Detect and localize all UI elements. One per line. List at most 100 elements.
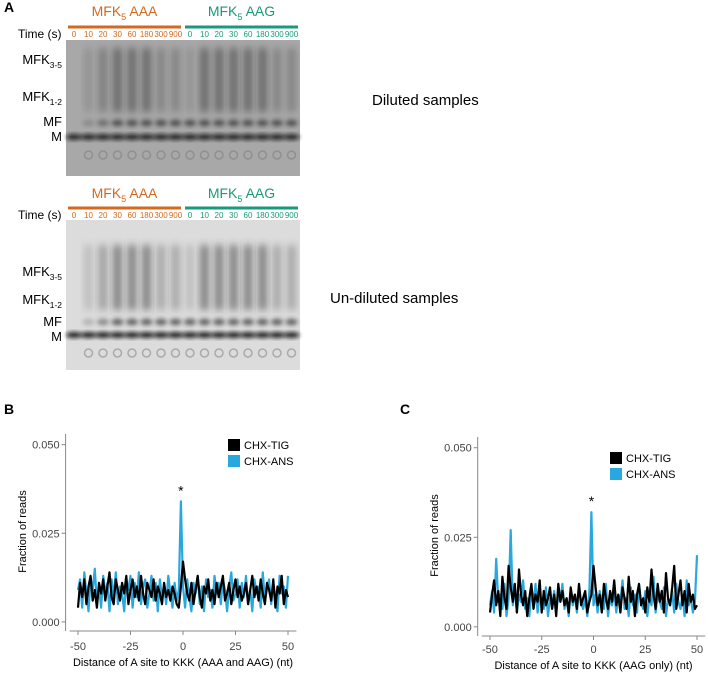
lane-label: 10 (200, 30, 209, 39)
x-tick-label: -25 (534, 644, 550, 656)
gel-band (283, 134, 300, 140)
lane-label: 30 (229, 30, 238, 39)
gel-smear (200, 245, 209, 310)
gel-band (109, 332, 126, 338)
gel-well (272, 348, 282, 358)
gel-well (228, 150, 239, 160)
gel-smear (273, 48, 281, 112)
gel-well (170, 348, 181, 358)
gel-well (156, 348, 166, 358)
gel-band (138, 134, 155, 140)
gel-band (80, 332, 97, 338)
gel-well (214, 348, 224, 358)
lane-label: 0 (188, 211, 193, 220)
legend-label: CHX-TIG (244, 440, 289, 452)
lane-label: 20 (215, 30, 224, 39)
y-tick-label: 0.000 (444, 622, 472, 634)
lane-label: 300 (270, 211, 284, 220)
gel-band (80, 134, 97, 140)
panel-label: B (4, 401, 14, 417)
gel-band (211, 332, 227, 338)
gel-well (112, 150, 123, 160)
gel-band (198, 119, 211, 127)
gel-smear (157, 48, 165, 112)
group-label-part: MFK (92, 185, 122, 201)
gel-band (269, 332, 285, 338)
gel-band (111, 119, 124, 127)
gel-band (211, 134, 227, 140)
group-label-part: 5 (121, 194, 126, 204)
gel-band (124, 134, 140, 140)
gel-well (127, 150, 137, 160)
gel-smear (244, 245, 252, 310)
gel-band (66, 134, 82, 140)
gel-band (97, 119, 109, 127)
gel-band (140, 318, 153, 326)
gel-well (243, 150, 253, 160)
lane-label: 900 (169, 211, 183, 220)
gel-band (242, 119, 254, 127)
gel-band (269, 134, 285, 140)
gel-well (228, 348, 239, 358)
gel-smear (258, 245, 267, 310)
lane-label: 20 (99, 30, 108, 39)
time-label: Time (s) (18, 27, 62, 41)
group-label-part: 5 (121, 12, 126, 22)
gel-smear (128, 48, 136, 112)
gel-smear (171, 48, 180, 112)
x-tick-label: 0 (590, 644, 596, 656)
gel-well (257, 348, 268, 358)
gel-band (225, 134, 242, 140)
gel-band (140, 119, 153, 127)
gel-band (138, 332, 155, 338)
gel-band (95, 332, 111, 338)
lane-label: 180 (140, 30, 154, 39)
gel-band (82, 119, 95, 127)
gel-well (83, 348, 94, 358)
legend-label: CHX-ANS (244, 456, 294, 468)
legend-label: CHX-ANS (626, 469, 676, 481)
gel-band (82, 318, 95, 326)
annotation: * (178, 482, 184, 498)
gel-well (286, 150, 297, 160)
x-tick-label: 50 (282, 641, 294, 653)
gel-band (227, 318, 240, 326)
x-axis-title: Distance of A site to KKK (AAA and AAG) … (73, 657, 293, 669)
lane-label: 30 (229, 211, 238, 220)
gel-band (213, 119, 225, 127)
species-label-part: 1-2 (50, 97, 63, 107)
gel-smear (287, 48, 296, 112)
species-label-part: MFK (22, 52, 50, 67)
gel-smear (84, 245, 93, 310)
x-tick-label: 50 (691, 644, 703, 656)
gel-band (242, 318, 254, 326)
y-tick-label: 0.050 (444, 443, 472, 455)
gel-band (227, 119, 240, 127)
lane-label: 60 (244, 211, 253, 220)
group-label: MFK5 AAG (208, 185, 275, 204)
gel-band (198, 318, 211, 326)
gel-band (124, 332, 140, 338)
gel-smear (142, 48, 151, 112)
lane-label: 300 (154, 30, 168, 39)
lane-label: 180 (140, 211, 154, 220)
gel-well (83, 150, 94, 160)
species-label-part: 3-5 (50, 272, 63, 282)
gel-band (95, 134, 111, 140)
gel-smear (186, 48, 194, 112)
lane-label: 20 (99, 211, 108, 220)
lane-label: 10 (84, 30, 93, 39)
y-axis-title: Fraction of reads (429, 494, 441, 577)
species-label: M (51, 329, 62, 344)
gel-smear (229, 245, 238, 310)
lane-label: 0 (72, 30, 77, 39)
gel-caption: Un-diluted samples (330, 290, 458, 307)
gel-band (271, 318, 283, 326)
lane-label: 60 (244, 30, 253, 39)
gel-band (213, 318, 225, 326)
species-label-part: MFK (22, 292, 50, 307)
data-line (76, 560, 290, 609)
group-label-part: AAG (242, 3, 275, 19)
gel-smear (200, 48, 209, 112)
